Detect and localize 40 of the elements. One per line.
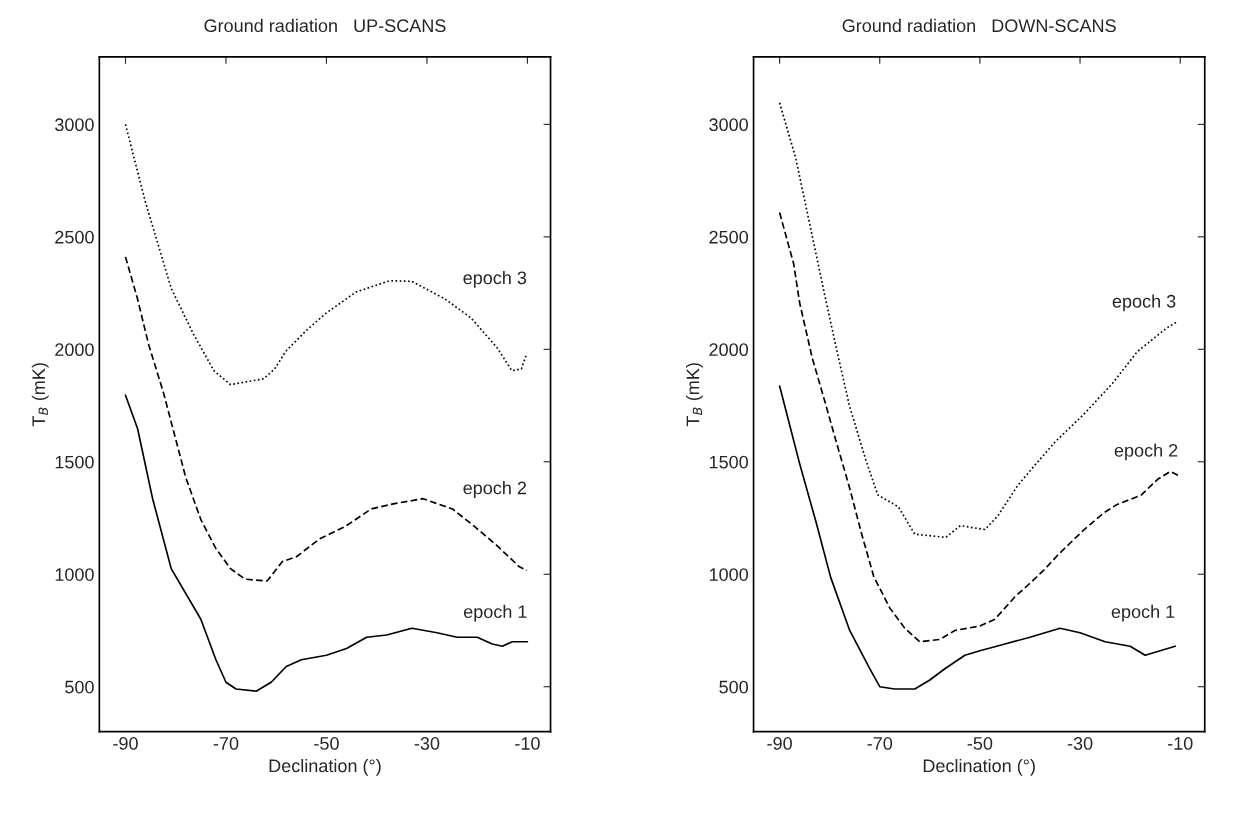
x-tick-label: -30 <box>414 737 440 750</box>
y-tick-label: 1000 <box>709 568 748 581</box>
line-series <box>778 211 1180 643</box>
x-tick-label: -10 <box>1167 737 1193 750</box>
y-tick-label: 2500 <box>709 230 748 244</box>
x-tick-label: -70 <box>867 737 893 750</box>
series-label: epoch 1 <box>463 604 527 622</box>
line-series <box>124 394 529 693</box>
y-axis-title: T$_{B}$ (mK) <box>31 363 49 427</box>
series-label: epoch 1 <box>1111 604 1175 622</box>
y-tick-label: 500 <box>65 680 94 694</box>
y-tick-label: 3000 <box>709 118 748 132</box>
y-axis-title: T$_{B}$ (mK) <box>686 363 703 427</box>
y-tick-label: 1500 <box>55 455 94 469</box>
y-tick-label: 1500 <box>709 455 748 469</box>
line-series <box>778 101 1178 539</box>
x-axis-title: Declination (°) <box>923 758 1035 776</box>
y-tick-label: 500 <box>719 680 748 694</box>
y-tick-label: 1000 <box>55 568 94 581</box>
y-tick-label: 2000 <box>55 343 94 357</box>
series-label: epoch 3 <box>1112 294 1176 312</box>
series-label: epoch 2 <box>463 481 527 498</box>
x-tick-label: -70 <box>213 737 239 750</box>
y-tick-label: 2000 <box>709 343 748 357</box>
x-tick-label: -90 <box>113 737 138 750</box>
y-tick-label: 3000 <box>55 118 94 132</box>
y-tick-label: 2500 <box>55 230 94 244</box>
chart-title: Ground radiation DOWN-SCANS <box>842 18 1116 33</box>
x-tick-label: -10 <box>515 737 540 750</box>
series-label: epoch 2 <box>1114 443 1178 461</box>
line-series <box>778 385 1177 690</box>
chart-title: Ground radiation UP-SCANS <box>204 18 446 33</box>
x-tick-label: -50 <box>967 737 993 750</box>
x-tick-label: -90 <box>767 737 792 750</box>
line-series <box>124 256 528 582</box>
line-series <box>124 123 528 386</box>
x-tick-label: -30 <box>1067 737 1093 750</box>
series-label: epoch 3 <box>463 270 527 288</box>
x-axis-title: Declination (°) <box>269 758 381 776</box>
x-tick-label: -50 <box>314 737 339 750</box>
